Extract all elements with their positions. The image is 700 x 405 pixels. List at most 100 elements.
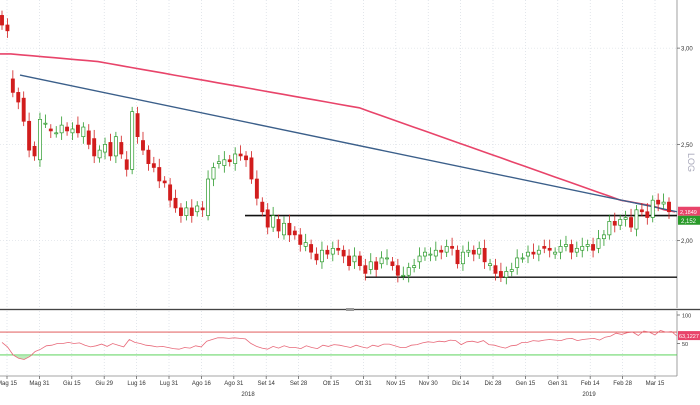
candle-body xyxy=(113,136,118,157)
candle-body xyxy=(260,201,265,213)
candle-body xyxy=(92,138,97,157)
candle-body xyxy=(417,255,422,263)
candle-body xyxy=(531,251,536,255)
candle-body xyxy=(162,180,167,184)
candle-body xyxy=(103,144,107,153)
panel-resize-handle xyxy=(346,308,354,311)
price-axis-tick-label: 2,50 xyxy=(681,143,693,149)
candle-body xyxy=(471,249,476,255)
grid-lines xyxy=(0,0,677,376)
date-axis-tick-label: Ago 16 xyxy=(192,381,212,387)
candle-body xyxy=(276,219,281,232)
candle-body xyxy=(5,24,10,32)
rsi-last-label: 63,1227 xyxy=(679,334,699,340)
candle-body xyxy=(661,201,666,205)
candle-body xyxy=(526,251,530,257)
candle-body xyxy=(612,221,617,226)
ma-price-label: 2,152 xyxy=(681,219,697,225)
candle-body xyxy=(32,145,37,157)
candle-body xyxy=(401,274,406,277)
candle-body xyxy=(363,265,368,274)
candle-body xyxy=(634,209,639,230)
candle-body xyxy=(48,128,53,132)
candle-body xyxy=(38,118,42,161)
candle-body xyxy=(336,247,341,251)
candle-body xyxy=(650,199,655,218)
candle-body xyxy=(97,149,102,159)
candle-body xyxy=(303,242,308,247)
candle-body xyxy=(119,142,124,155)
candle-body xyxy=(580,246,585,251)
date-axis-tick-label: Lug 31 xyxy=(160,381,179,387)
candle-body xyxy=(287,222,292,236)
candle-body xyxy=(173,197,178,209)
candle-body xyxy=(547,247,552,251)
candle-body xyxy=(233,153,238,164)
candle-body xyxy=(146,149,151,164)
candle-body xyxy=(385,257,389,260)
candle-body xyxy=(130,111,135,170)
candle-body xyxy=(227,159,232,163)
candle-body xyxy=(298,234,303,245)
candle-body xyxy=(352,255,357,263)
date-axis-tick-label: Ott 15 xyxy=(323,381,340,387)
candle-body xyxy=(601,234,606,240)
candle-body xyxy=(325,249,330,255)
candle-body xyxy=(498,271,503,278)
candle-body xyxy=(542,246,547,249)
candle-body xyxy=(645,211,650,218)
candle-body xyxy=(591,244,596,251)
candle-body xyxy=(16,92,21,103)
candle-body xyxy=(667,201,671,213)
candle-body xyxy=(108,142,113,157)
candle-body xyxy=(249,157,254,180)
candle-body xyxy=(374,261,379,270)
candle-body xyxy=(59,124,64,134)
candle-body xyxy=(423,251,427,257)
date-axis-tick-label: Mar 15 xyxy=(646,381,665,387)
candle-body xyxy=(509,269,514,272)
candle-body xyxy=(0,15,4,26)
candle-body xyxy=(27,120,32,151)
candle-body xyxy=(406,267,411,276)
candle-body xyxy=(341,249,346,257)
candle-body xyxy=(319,249,324,263)
candle-body xyxy=(553,251,558,255)
candle-body xyxy=(629,217,633,228)
candle-body xyxy=(206,178,211,216)
candle-body xyxy=(75,124,80,134)
last-price-label: 2,1849 xyxy=(680,210,697,216)
ma-price-box xyxy=(678,215,700,225)
candle-body xyxy=(10,78,15,93)
candle-body xyxy=(222,159,227,166)
last-price-box xyxy=(678,206,700,216)
rsi-line xyxy=(1,329,678,360)
candles xyxy=(0,10,671,285)
candle-body xyxy=(482,247,487,263)
year-label: 2018 xyxy=(241,392,255,398)
date-axis-tick-label: Ago 31 xyxy=(224,381,244,387)
candle-body xyxy=(265,209,270,228)
candle-body xyxy=(21,97,26,122)
candle-body xyxy=(151,163,156,168)
candle-body xyxy=(157,167,162,182)
candle-body xyxy=(412,265,417,268)
date-axis-tick-label: Dic 14 xyxy=(452,381,470,387)
candle-body xyxy=(444,246,449,253)
candle-body xyxy=(433,249,438,257)
price-axis-tick-label: 2,00 xyxy=(681,239,693,245)
date-axis-tick-label: Feb 28 xyxy=(613,381,632,387)
candle-body xyxy=(536,249,541,255)
candle-body xyxy=(564,244,568,247)
candle-body xyxy=(379,257,384,265)
candle-body xyxy=(607,221,612,236)
date-axis-tick-label: Set 14 xyxy=(258,381,276,387)
candle-body xyxy=(168,184,173,201)
candle-body xyxy=(357,255,362,266)
price-axis-tick-label: 3,00 xyxy=(681,47,693,53)
candle-body xyxy=(460,251,465,265)
candle-body xyxy=(244,155,248,161)
candle-body xyxy=(395,265,400,276)
